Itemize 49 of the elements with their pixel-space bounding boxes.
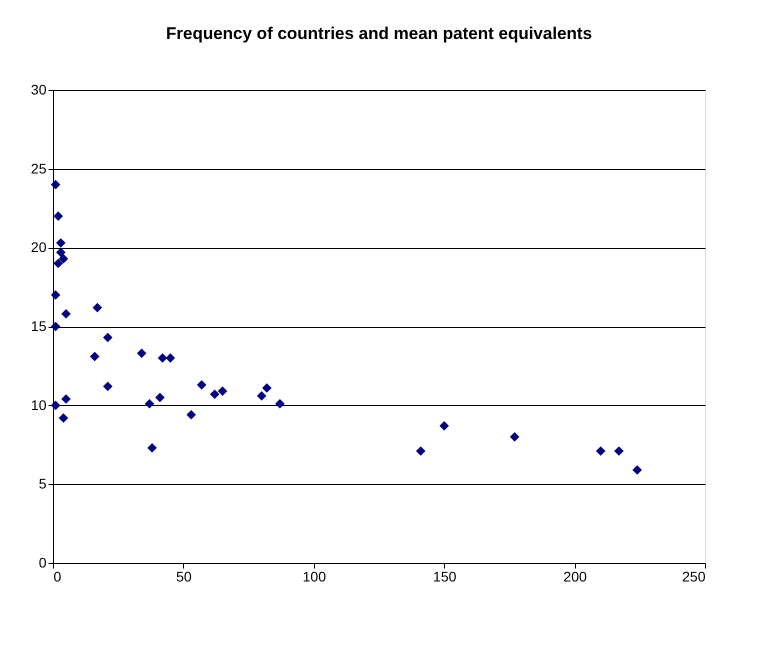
x-tick-label: 50 (176, 568, 192, 584)
point (136, 348, 146, 358)
point (510, 432, 520, 442)
chart-title: Frequency of countries and mean patent equivalents (166, 24, 592, 43)
point (92, 302, 102, 312)
point (50, 290, 60, 300)
point (416, 446, 426, 456)
point (210, 390, 220, 400)
point (50, 180, 60, 190)
y-tick-label: 5 (38, 476, 47, 492)
point (155, 392, 165, 402)
point (58, 254, 68, 264)
y-tick-label: 0 (38, 554, 47, 570)
point (56, 238, 66, 248)
point (186, 410, 196, 420)
y-tick-label: 10 (30, 396, 47, 413)
x-tick-label: 0 (54, 568, 62, 584)
y-tick-label: 25 (30, 160, 47, 176)
point (58, 413, 68, 423)
point (147, 443, 157, 453)
x-tick-label: 100 (302, 568, 326, 584)
point (275, 399, 285, 408)
x-tick-label: 150 (433, 568, 457, 584)
point (56, 248, 66, 258)
point (632, 465, 642, 475)
point (196, 380, 206, 390)
point (614, 446, 624, 456)
point (53, 211, 63, 221)
y-tick-label: 15 (30, 318, 47, 334)
point (50, 322, 60, 332)
point (50, 400, 60, 410)
point (53, 258, 63, 268)
point (596, 446, 606, 456)
y-tick-label: 30 (30, 82, 47, 98)
point (439, 421, 449, 431)
point (218, 386, 228, 396)
x-tick-label: 200 (563, 568, 587, 584)
point (256, 391, 266, 401)
point (166, 353, 176, 363)
point (158, 353, 168, 363)
y-tick-label: 20 (30, 239, 47, 256)
point (103, 382, 113, 392)
point (262, 383, 272, 393)
point (90, 352, 100, 362)
x-tick-label: 250 (682, 568, 706, 584)
point (61, 394, 71, 404)
point (144, 399, 154, 408)
point (61, 309, 71, 319)
point (103, 332, 113, 342)
